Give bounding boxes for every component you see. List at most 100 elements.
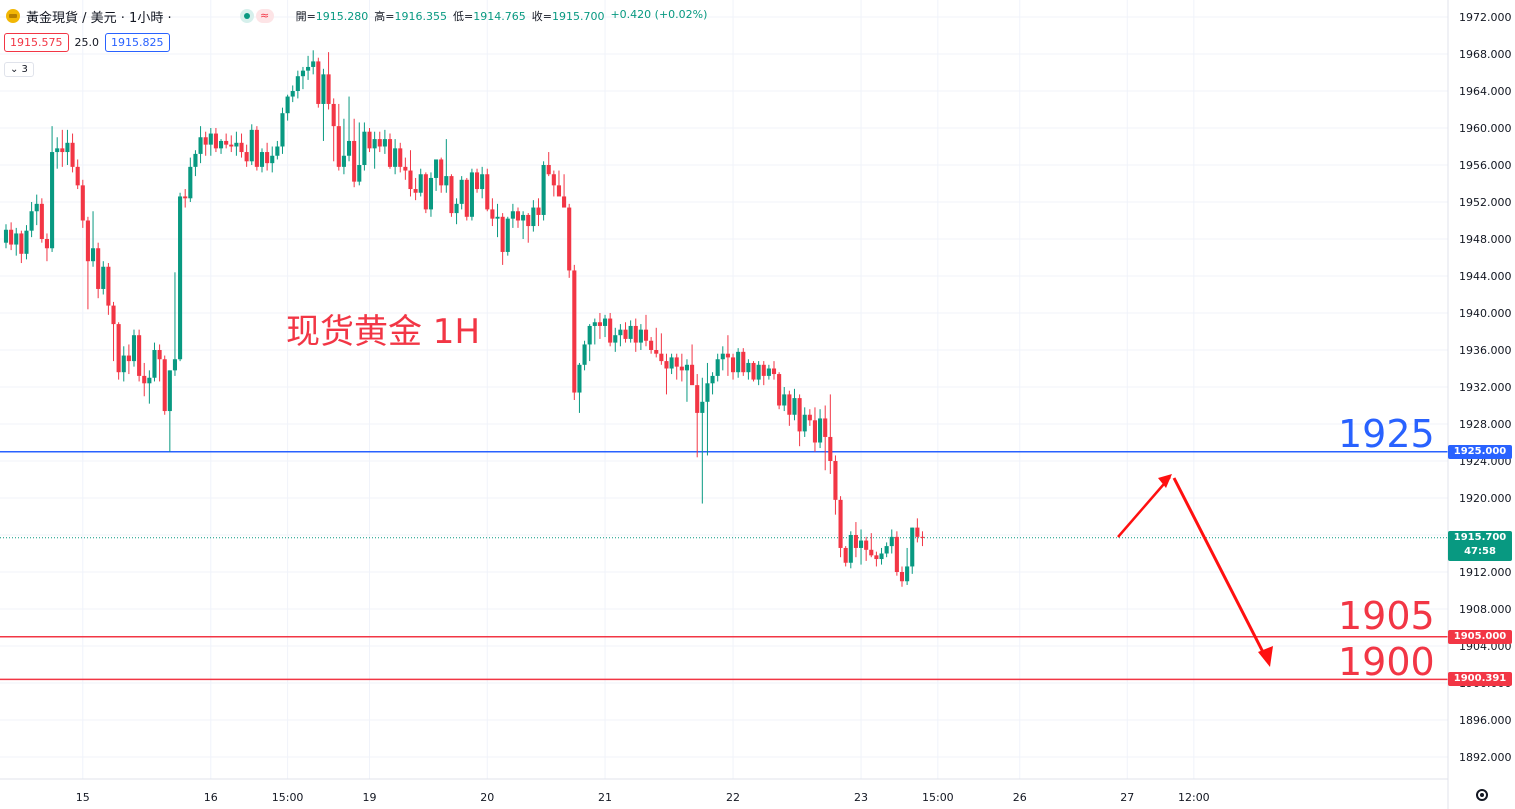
candle-body <box>147 377 152 384</box>
candle <box>403 157 408 180</box>
indicators-toggle[interactable]: ⌄ 3 <box>4 62 34 77</box>
candle <box>720 346 725 371</box>
candle <box>807 409 812 426</box>
candle <box>280 107 285 154</box>
candle-body <box>864 540 869 550</box>
gold-coin-icon <box>6 9 20 23</box>
candle <box>469 168 474 221</box>
candle <box>183 189 188 208</box>
candle-body <box>428 177 434 210</box>
candle-body <box>592 322 597 326</box>
candle <box>106 263 111 315</box>
candle-body <box>597 322 602 326</box>
candle-body <box>234 142 239 147</box>
candle <box>50 126 55 252</box>
ask-button[interactable]: 1915.825 <box>105 33 170 52</box>
y-tick-label: 1920.000 <box>1459 492 1512 505</box>
candle <box>449 174 454 217</box>
candle <box>526 213 531 243</box>
candle-body <box>664 361 669 369</box>
candle-body <box>700 401 705 413</box>
candle <box>393 139 398 175</box>
candle <box>290 85 295 103</box>
candle-body <box>674 357 679 367</box>
candle-body <box>562 196 567 208</box>
candle-body <box>628 325 633 339</box>
forecast-arrow-down <box>1172 477 1269 661</box>
candle <box>157 344 162 382</box>
candle <box>613 327 618 352</box>
x-tick-label: 23 <box>854 791 868 804</box>
candle-body <box>300 70 306 77</box>
forecast-arrow-down-head <box>1258 646 1273 667</box>
candle-body <box>29 211 34 231</box>
candle <box>551 170 556 197</box>
candle <box>684 359 690 402</box>
candle <box>85 216 90 310</box>
candle <box>285 94 290 121</box>
candle-body <box>357 165 362 182</box>
candle-body <box>34 203 39 212</box>
candle-body <box>3 229 9 243</box>
candle <box>137 329 142 382</box>
candle-body <box>782 394 787 406</box>
candle <box>879 547 884 565</box>
candle-body <box>14 233 19 245</box>
candle <box>229 135 234 153</box>
candle-body <box>638 329 643 343</box>
candle-body <box>572 270 577 393</box>
candle <box>357 122 362 186</box>
symbol-title[interactable]: 黃金現貨 / 美元 · 1小時 · <box>26 10 172 26</box>
candle-body <box>55 148 60 153</box>
candle-body <box>434 159 439 178</box>
candle <box>147 370 152 404</box>
candle-body <box>474 172 480 190</box>
level-tag-1925: 1925 <box>1338 412 1435 456</box>
candle <box>874 551 879 567</box>
candle-body <box>362 131 367 165</box>
candle <box>9 222 14 251</box>
candle <box>300 66 306 90</box>
y-tick-label: 1972.000 <box>1459 11 1512 24</box>
candle-body <box>152 350 157 378</box>
candle <box>224 133 229 149</box>
y-axis: 1972.000 1968.000 1964.000 1960.000 1956.000… <box>1459 11 1512 764</box>
wave-icon[interactable]: ≈ <box>255 9 274 23</box>
candle-body <box>623 329 628 339</box>
candle <box>490 198 495 227</box>
candle-body <box>802 414 807 432</box>
candle <box>541 161 546 221</box>
candle <box>915 518 920 543</box>
candle <box>55 137 60 169</box>
candle-body <box>377 139 382 147</box>
candle <box>434 159 439 191</box>
candle <box>536 198 541 227</box>
spread-value: 25.0 <box>74 36 100 49</box>
candle <box>782 387 787 412</box>
candle <box>418 168 423 197</box>
gear-icon[interactable] <box>1476 789 1488 801</box>
candle <box>249 124 254 165</box>
bid-button[interactable]: 1915.575 <box>4 33 69 52</box>
candle <box>910 527 915 574</box>
x-tick-label: 15 <box>76 791 90 804</box>
y-tick-label: 1936.000 <box>1459 344 1512 357</box>
candle <box>899 566 905 587</box>
candle <box>193 150 198 177</box>
candle-body <box>244 152 249 162</box>
y-tick-label: 1968.000 <box>1459 48 1512 61</box>
candle-body <box>193 153 198 167</box>
candle <box>131 329 137 367</box>
candle <box>75 159 80 190</box>
candle-body <box>85 220 90 262</box>
candle-body <box>352 140 357 182</box>
x-tick-label: 12:00 <box>1178 791 1210 804</box>
candle <box>771 361 777 380</box>
candle <box>505 216 510 256</box>
candle <box>582 340 587 371</box>
candle <box>797 394 802 447</box>
candle-body <box>858 540 864 548</box>
candle-body <box>126 355 131 362</box>
candle <box>587 324 592 362</box>
